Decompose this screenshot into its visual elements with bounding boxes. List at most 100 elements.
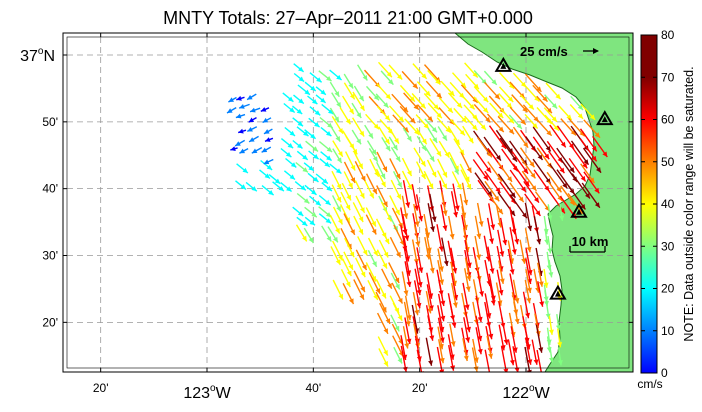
- current-arrow: [497, 191, 516, 217]
- current-arrow: [437, 248, 444, 272]
- current-arrow: [376, 185, 389, 208]
- current-arrow: [471, 347, 479, 372]
- current-arrow: [411, 184, 419, 211]
- current-arrow: [377, 336, 389, 356]
- current-arrow: [465, 73, 480, 90]
- current-arrow: [429, 193, 437, 223]
- current-arrow: [404, 295, 412, 321]
- current-arrow: [536, 95, 553, 114]
- current-arrow: [425, 147, 435, 162]
- current-arrow: [280, 147, 292, 158]
- current-arrow: [497, 173, 516, 199]
- current-arrow: [412, 63, 428, 80]
- current-arrow: [295, 161, 309, 173]
- current-arrow: [329, 163, 342, 175]
- current-arrow: [376, 105, 391, 121]
- reference-arrowhead: [593, 48, 599, 54]
- current-arrow: [365, 262, 377, 282]
- current-arrow: [525, 337, 533, 365]
- current-arrow: [423, 93, 440, 111]
- current-arrow: [283, 102, 296, 114]
- current-arrow: [449, 323, 456, 347]
- reference-vector-label: 25 cm/s: [520, 44, 568, 59]
- lon-label: 122oW: [502, 383, 550, 402]
- current-arrow: [393, 346, 403, 364]
- lon-label: 20': [412, 381, 428, 395]
- current-arrow: [391, 93, 409, 113]
- current-arrow: [340, 268, 351, 288]
- lon-label: 20': [93, 381, 109, 395]
- lat-label: 50': [42, 115, 58, 129]
- current-arrow: [437, 293, 446, 322]
- current-arrow: [427, 70, 441, 85]
- current-arrow: [340, 191, 351, 211]
- current-arrow: [237, 128, 247, 134]
- current-arrow: [293, 72, 305, 83]
- current-arrow: [329, 214, 341, 234]
- current-arrow: [548, 259, 554, 278]
- current-arrow: [519, 147, 535, 168]
- current-arrow: [447, 92, 463, 109]
- current-arrow: [332, 140, 344, 158]
- current-arrow: [524, 346, 532, 372]
- current-arrow: [427, 102, 443, 119]
- current-arrow: [543, 107, 558, 123]
- current-arrow: [521, 170, 537, 192]
- current-arrow: [309, 195, 322, 207]
- current-arrow: [579, 128, 598, 152]
- current-arrow: [354, 180, 365, 199]
- current-arrow: [524, 279, 532, 304]
- current-arrow: [498, 86, 514, 103]
- current-arrow: [318, 70, 332, 82]
- current-arrow: [246, 93, 257, 101]
- current-arrow: [228, 96, 237, 103]
- radar-station-marker: [570, 202, 588, 218]
- current-arrow: [416, 127, 428, 145]
- current-arrow: [415, 114, 430, 130]
- current-arrow: [495, 129, 514, 155]
- current-arrow: [472, 114, 487, 131]
- current-arrow: [476, 202, 484, 227]
- current-arrow: [473, 86, 489, 103]
- current-arrow: [522, 291, 530, 319]
- current-arrow: [351, 129, 362, 145]
- current-arrow: [297, 84, 311, 96]
- current-arrow: [512, 346, 520, 372]
- current-arrow: [399, 84, 416, 103]
- current-arrow: [391, 282, 404, 304]
- current-arrow: [375, 291, 387, 313]
- current-arrow: [388, 126, 400, 144]
- current-arrow: [292, 206, 304, 217]
- current-arrow: [246, 126, 258, 133]
- current-arrow: [261, 185, 275, 196]
- current-arrow: [582, 147, 602, 174]
- current-arrow: [425, 80, 443, 99]
- lon-label: 40': [306, 381, 322, 395]
- current-arrow: [309, 72, 323, 83]
- colorbar-tick-label: 10: [661, 324, 675, 338]
- current-arrow: [364, 180, 375, 199]
- current-arrow: [460, 93, 476, 110]
- current-arrow: [452, 183, 460, 211]
- current-arrow: [292, 139, 303, 149]
- current-arrow: [548, 190, 566, 214]
- current-arrow: [375, 278, 387, 299]
- current-arrow: [440, 80, 455, 97]
- current-arrow: [520, 157, 536, 179]
- current-arrow: [571, 146, 588, 169]
- current-arrow: [511, 151, 529, 175]
- current-arrow: [567, 185, 586, 210]
- current-arrow: [260, 107, 270, 112]
- current-arrow: [473, 96, 489, 114]
- current-arrow: [462, 282, 470, 310]
- current-arrow: [440, 204, 448, 231]
- current-arrow: [341, 258, 352, 277]
- current-arrow: [352, 202, 364, 223]
- current-arrow: [500, 346, 509, 372]
- current-arrow: [404, 261, 412, 288]
- current-arrow: [472, 159, 489, 181]
- current-arrow: [525, 268, 532, 294]
- current-arrow: [343, 161, 356, 184]
- current-arrow: [512, 279, 520, 304]
- current-arrow: [474, 172, 493, 197]
